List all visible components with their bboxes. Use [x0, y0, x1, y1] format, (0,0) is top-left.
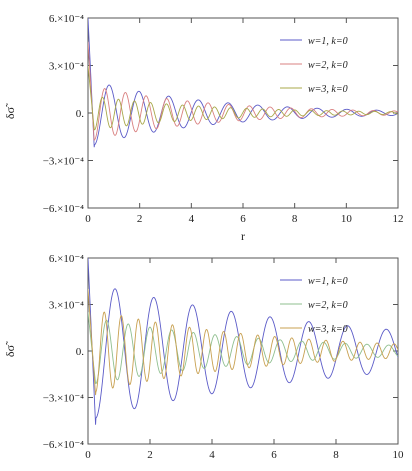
- series-line-1: [88, 258, 398, 425]
- y-tick-label: 3.×10⁻⁴: [49, 61, 84, 73]
- legend-entry: w=1, k=0: [308, 36, 348, 47]
- y-axis-label: δσ̃: [3, 341, 17, 357]
- chart-panel-2: 6.×10⁻⁴ 3.×10⁻⁴ 0. −3.×10⁻⁴ −6.×10⁻⁴0 2 4 6 8 10 δ…: [3, 253, 404, 461]
- x-tick-label: 10: [341, 213, 353, 225]
- y-tick-label: 6.×10⁻⁴: [49, 253, 84, 265]
- x-tick-label: 8: [292, 213, 298, 225]
- y-tick-label: −3.×10⁻⁴: [43, 393, 84, 405]
- y-axis-label: δσ̃: [3, 103, 17, 119]
- y-tick-label: −6.×10⁻⁴: [43, 439, 84, 451]
- x-tick-label: 6: [240, 213, 246, 225]
- x-tick-label: 4: [209, 449, 215, 461]
- series-line-1: [88, 18, 398, 148]
- series-line-3: [88, 288, 398, 396]
- x-tick-label: 8: [333, 449, 339, 461]
- legend-entry: w=3, k=0: [308, 324, 348, 335]
- x-axis-label: r: [241, 229, 245, 243]
- legend-entry: w=2, k=0: [308, 60, 348, 71]
- y-tick-label: 0.: [76, 346, 85, 358]
- series-line-2: [88, 312, 398, 385]
- x-tick-label: 6: [271, 449, 277, 461]
- x-tick-label: 0: [85, 449, 91, 461]
- x-tick-label: 2: [147, 449, 153, 461]
- y-tick-label: −3.×10⁻⁴: [43, 156, 84, 168]
- y-tick-label: 3.×10⁻⁴: [49, 300, 84, 312]
- y-tick-label: −6.×10⁻⁴: [43, 203, 84, 215]
- legend-entry: w=2, k=0: [308, 300, 348, 311]
- series-line-3: [88, 65, 398, 131]
- x-tick-label: 2: [137, 213, 143, 225]
- x-tick-label: 12: [393, 213, 404, 225]
- y-tick-label: 0.: [76, 108, 85, 120]
- chart-panel-1: 6.×10⁻⁴ 3.×10⁻⁴ 0. −3.×10⁻⁴ −6.×10⁻⁴0 2 4 6 8 10 1…: [3, 13, 404, 243]
- x-tick-label: 0: [85, 213, 91, 225]
- y-tick-label: 6.×10⁻⁴: [49, 13, 84, 25]
- legend-entry: w=3, k=0: [308, 84, 348, 95]
- legend-entry: w=1, k=0: [308, 276, 348, 287]
- x-tick-label: 4: [189, 213, 195, 225]
- series-line-2: [88, 41, 398, 141]
- x-tick-label: 10: [393, 449, 405, 461]
